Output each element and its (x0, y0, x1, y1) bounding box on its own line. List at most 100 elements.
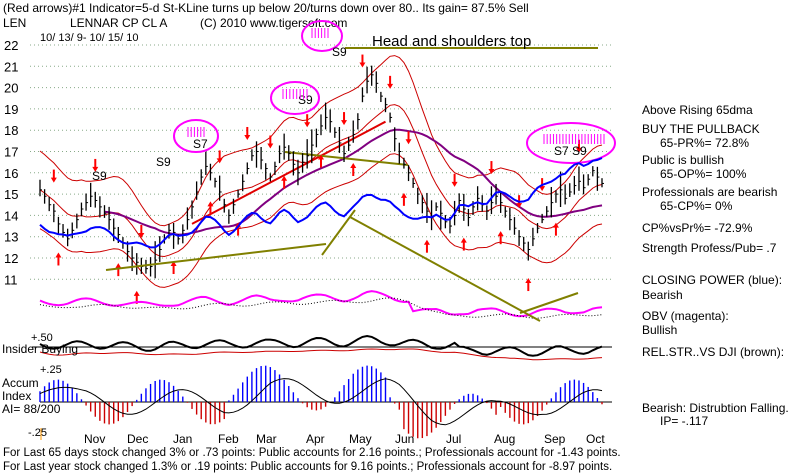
right-panel-line: Above Rising 65dma (642, 103, 753, 117)
sell-arrow (341, 112, 348, 126)
signal-tick-marks (187, 28, 605, 144)
x-tick-label: May (349, 432, 372, 446)
right-panel-line: 65-CP%= 0% (660, 199, 733, 213)
y-tick-label: 15 (4, 187, 18, 202)
buy-arrow (207, 201, 214, 215)
right-panel-line: CP%vsPr%= -72.9% (642, 221, 753, 235)
copyright-text: (C) 2010 www.tigersoft.com (200, 16, 347, 30)
sell-arrow (451, 173, 458, 187)
plus50-label: +.50 (31, 332, 53, 344)
right-panel-line: Bearish: Distrubtion Falling. (642, 401, 789, 415)
header-indicator-line: (Red arrows)#1 Indicator=5-d St-KLine tu… (3, 1, 529, 15)
accum-ma-line (39, 378, 603, 426)
sell-arrow (244, 126, 251, 140)
company-name: LENNAR CP CL A (70, 16, 167, 30)
signal-circle-4 (526, 122, 616, 164)
plus25-label: +.25 (40, 364, 62, 376)
sell-label-s9-3: S9 (298, 93, 313, 107)
buy-arrow (170, 261, 177, 274)
index-label: Index (2, 389, 31, 403)
price-gridlines (30, 44, 612, 280)
x-tick-label: Dec (127, 432, 148, 446)
footer-line-year: For Last year stock changed 1.3% or .19 … (3, 461, 612, 473)
signal-arrows (50, 54, 582, 304)
sell-arrow (516, 195, 523, 209)
mid-band-line (39, 104, 603, 258)
ticker-symbol: LEN (3, 16, 26, 30)
obv-ma-line (39, 297, 603, 319)
sell-arrow (405, 131, 412, 145)
x-tick-label: Jan (173, 432, 192, 446)
y-tick-label: 22 (4, 38, 18, 53)
x-tick-label: Sep (544, 432, 566, 446)
cp-trend-2 (321, 209, 356, 256)
cp-trend-3 (349, 216, 541, 322)
y-tick-label: 11 (4, 272, 18, 287)
insider-buying-label: Insider Buying (2, 342, 78, 356)
sell-arrow (216, 150, 223, 164)
sell-label-s7: S7 (193, 137, 208, 151)
right-panel-line: IP= -.117 (660, 414, 708, 428)
y-tick-label: 17 (4, 145, 18, 160)
right-panel: Above Rising 65dma BUY THE PULLBACK65-PR%… (642, 103, 789, 428)
right-panel-line: OBV (magenta): (642, 309, 729, 323)
right-panel-line: REL.STR..VS DJI (brown): (642, 345, 784, 359)
buy-arrow (55, 252, 62, 266)
x-tick-label: Aug (494, 432, 515, 446)
rel-strength-ma-line (39, 348, 603, 361)
right-panel-line: Bearish (642, 288, 683, 302)
cp-trend-4 (519, 292, 579, 314)
sell-arrow (488, 161, 495, 175)
x-tick-label: Jun (395, 432, 414, 446)
sell-label-s7-s9: S7 S9 (554, 144, 587, 158)
sell-arrow (387, 75, 394, 89)
buy-arrow (400, 192, 407, 206)
buy-arrow (350, 163, 357, 177)
lower-band-line (39, 153, 603, 288)
signal-circle-2 (270, 81, 320, 115)
sell-arrow (92, 158, 99, 172)
buy-arrow (525, 278, 532, 292)
y-tick-label: 18 (4, 123, 18, 138)
right-panel-line: Strength Profess/Pub= .7 (642, 241, 777, 255)
y-tick-label: 12 (4, 251, 18, 266)
sell-arrow (359, 54, 366, 68)
sell-label-s9-2: S9 (156, 155, 171, 169)
x-tick-label: Nov (84, 432, 105, 446)
y-tick-label: 19 (4, 102, 18, 117)
accum-label: Accum (2, 376, 39, 390)
sell-arrow (267, 135, 274, 149)
x-axis-ticks: Nov Dec Jan Feb Mar Apr May Jun Jul Aug Sep Oct (84, 432, 605, 446)
obv-line (39, 290, 603, 318)
buy-arrow (552, 222, 559, 236)
x-tick-label: Oct (586, 432, 605, 446)
right-panel-line: Professionals are bearish (642, 185, 777, 199)
right-panel-line: 65-PR%= 72.8% (660, 136, 749, 150)
sell-label-s9-1: S9 (92, 169, 107, 183)
head-shoulders-annotation: Head and shoulders top (372, 33, 531, 50)
buy-arrow (423, 239, 430, 253)
date-range: 10/ 13/ 9- 10/ 15/ 10 (40, 32, 138, 44)
minus25-label: -.25 (28, 427, 47, 439)
price-bars (39, 65, 604, 279)
red-uptrend-line (191, 120, 386, 225)
y-tick-label: 20 (4, 81, 18, 96)
cp-trend-1 (105, 243, 327, 271)
closing-power-line (39, 157, 603, 249)
y-tick-label: 14 (4, 208, 18, 223)
sell-arrow (50, 169, 57, 183)
y-axis-ticks: 22 21 20 19 18 17 16 15 14 13 12 11 (4, 38, 18, 287)
ai-label: AI= 88/200 (2, 402, 61, 416)
right-panel-line: Bullish (642, 323, 677, 337)
sell-arrow (539, 178, 546, 192)
buy-arrow (460, 237, 467, 251)
y-tick-label: 13 (4, 230, 18, 245)
y-tick-label: 21 (4, 59, 18, 74)
right-panel-line: BUY THE PULLBACK (642, 122, 760, 136)
sell-arrow (304, 114, 311, 128)
right-panel-line: CLOSING POWER (blue): (642, 273, 782, 287)
accum-index-bars (39, 365, 603, 439)
buy-arrow (281, 175, 288, 189)
neckline-mid (284, 151, 409, 166)
buy-arrow (318, 154, 324, 168)
